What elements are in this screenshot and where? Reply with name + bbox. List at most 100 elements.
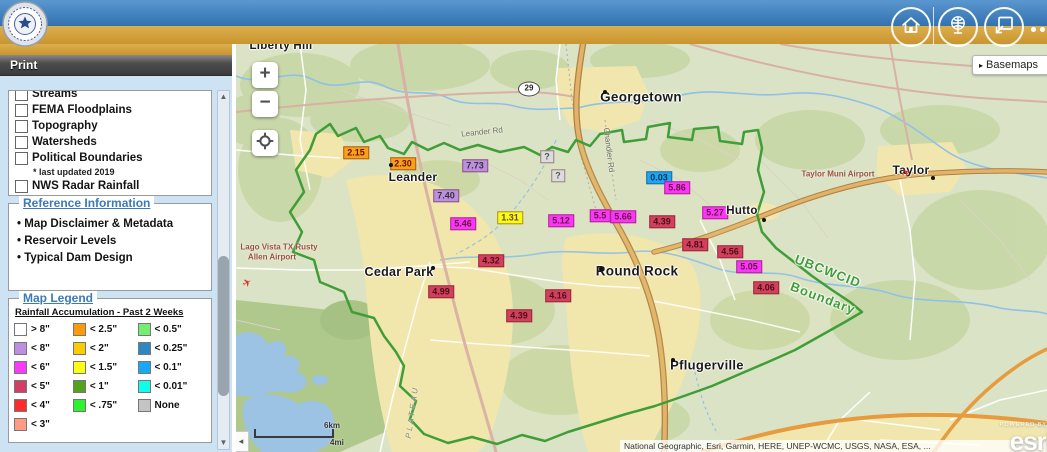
- reference-link[interactable]: Typical Dam Design: [17, 252, 211, 264]
- layer-checkbox[interactable]: [15, 135, 28, 149]
- reference-list: Map Disclaimer & Metadata Reservoir Level…: [17, 218, 211, 264]
- layer-item[interactable]: NWS Radar Rainfall: [15, 179, 211, 193]
- globe-button[interactable]: [938, 7, 978, 47]
- default-extent-button[interactable]: [252, 130, 278, 156]
- city-label: Pflugerville: [670, 357, 744, 373]
- road-label: Chandler Rd: [601, 127, 617, 173]
- esri-brand-label: esri: [1009, 426, 1047, 452]
- rainfall-badge[interactable]: 4.06: [753, 281, 779, 295]
- legend-entry: < 1": [72, 377, 135, 396]
- rainfall-badge[interactable]: 1.31: [497, 211, 523, 225]
- zoom-in-button[interactable]: +: [252, 62, 278, 88]
- reference-link[interactable]: Map Disclaimer & Metadata: [17, 218, 211, 230]
- city-label: Liberty Hill: [249, 44, 313, 52]
- reference-link[interactable]: Reservoir Levels: [17, 235, 211, 247]
- legend-swatch: [14, 361, 27, 374]
- more-dots-icon[interactable]: [1031, 27, 1036, 32]
- rainfall-badge[interactable]: 4.56: [717, 245, 743, 259]
- scale-mi-label: 4mi: [330, 438, 344, 447]
- layer-checkbox[interactable]: [15, 151, 28, 165]
- print-button[interactable]: Print: [0, 55, 232, 76]
- legend-label: None: [154, 400, 180, 411]
- layer-label[interactable]: Streams: [32, 90, 78, 100]
- more-dots-icon[interactable]: [1040, 27, 1045, 32]
- layer-label[interactable]: FEMA Floodplains: [32, 104, 132, 116]
- rainfall-badge[interactable]: 5.05: [736, 260, 762, 274]
- city-label: Leander: [388, 170, 438, 184]
- legend-label: < 0.1": [154, 362, 182, 373]
- sidebar-gold-strip: [0, 44, 232, 55]
- legend-label: < 6": [31, 362, 50, 373]
- city-dot: [389, 163, 393, 167]
- layer-item[interactable]: Political Boundaries: [15, 151, 211, 165]
- basemaps-label: Basemaps: [986, 59, 1038, 71]
- rainfall-badge[interactable]: 5.12: [548, 214, 574, 228]
- layer-checkbox[interactable]: [15, 91, 28, 101]
- rainfall-badge[interactable]: 4.99: [428, 285, 454, 299]
- legend-swatch: [137, 380, 151, 393]
- legend-swatch: [72, 342, 86, 355]
- legend-entry: < 3": [14, 415, 70, 434]
- layer-label[interactable]: Watersheds: [32, 136, 97, 148]
- legend-label: < 2.5": [89, 324, 118, 335]
- layer-item[interactable]: Watersheds: [15, 135, 211, 149]
- layer-label[interactable]: Topography: [32, 120, 98, 132]
- basemaps-button[interactable]: ▸ Basemaps: [972, 55, 1047, 75]
- legend-entry: < .75": [72, 396, 135, 415]
- rainfall-badge[interactable]: 5.46: [450, 217, 476, 231]
- legend-column: < 2.5" < 2" < 1.5" < 1" < .75": [72, 320, 135, 434]
- rainfall-badge[interactable]: 4.39: [506, 309, 532, 323]
- rainfall-badge[interactable]: 4.16: [545, 289, 571, 303]
- rainfall-badge[interactable]: 4.39: [649, 215, 675, 229]
- layer-checkbox[interactable]: [15, 119, 28, 133]
- map-legend-panel: Map Legend Rainfall Accumulation - Past …: [8, 291, 212, 443]
- rainfall-badge[interactable]: 4.32: [478, 254, 504, 268]
- legend-label: < 4": [31, 400, 50, 411]
- layer-item[interactable]: Streams: [15, 90, 211, 101]
- share-window-button[interactable]: [984, 7, 1024, 47]
- layer-item[interactable]: FEMA Floodplains: [15, 103, 211, 117]
- layer-note: * last updated 2019: [33, 167, 115, 177]
- city-label: Georgetown: [600, 89, 682, 105]
- home-button[interactable]: [891, 7, 931, 47]
- map-canvas[interactable]: 2.15 2.30 7.73?? 7.40 0.03 5.86 5.46 1.31 5.12 5.…: [236, 44, 1047, 452]
- layer-label[interactable]: NWS Radar Rainfall: [32, 180, 140, 192]
- esri-logo: POWERED BY esri: [1000, 422, 1047, 452]
- rainfall-badge[interactable]: 5.86: [664, 181, 690, 195]
- basemap-graphics: [236, 44, 1047, 452]
- zoom-out-button[interactable]: −: [252, 91, 278, 117]
- legend-entry: < 8": [14, 339, 70, 358]
- rainfall-badge[interactable]: 2.30: [390, 157, 416, 171]
- scroll-down-arrow[interactable]: ▼: [219, 438, 228, 447]
- airport-label: Allen Airport: [247, 252, 297, 262]
- rainfall-badge[interactable]: 4.81: [682, 238, 708, 252]
- rainfall-badge[interactable]: 7.40: [433, 189, 459, 203]
- header-blue-bar: [0, 0, 1047, 26]
- layer-item[interactable]: Topography: [15, 119, 211, 133]
- map-legend-title-link[interactable]: Map Legend: [19, 291, 98, 305]
- city-label: Taylor: [892, 163, 930, 177]
- layer-checkbox[interactable]: [15, 179, 28, 193]
- legend-label: < 1": [89, 381, 109, 392]
- rainfall-badge[interactable]: 2.15: [343, 146, 369, 160]
- collapse-sidebar-button[interactable]: ◂: [236, 431, 249, 452]
- sidebar-scrollbar-thumb[interactable]: [218, 256, 229, 396]
- layer-label[interactable]: Political Boundaries: [32, 152, 143, 164]
- rainfall-badge[interactable]: 5.5: [589, 209, 611, 223]
- scroll-up-arrow[interactable]: ▲: [219, 92, 228, 101]
- rainfall-badge[interactable]: ?: [551, 169, 565, 183]
- rainfall-badge[interactable]: 5.27: [702, 206, 728, 220]
- legend-entry: < 0.01": [137, 377, 209, 396]
- globe-icon: [946, 13, 970, 42]
- rainfall-badge[interactable]: 5.66: [610, 210, 636, 224]
- rainfall-badge[interactable]: 7.73: [462, 159, 488, 173]
- legend-entry: < 0.5": [137, 320, 209, 339]
- legend-label: < 2": [89, 343, 109, 354]
- legend-label: < .75": [89, 400, 118, 411]
- layer-checkbox[interactable]: [15, 103, 28, 117]
- city-dot: [431, 266, 435, 270]
- reference-title-link[interactable]: Reference Information: [19, 196, 155, 210]
- rainfall-badge[interactable]: ?: [540, 150, 554, 164]
- airport-plane-icon: ✈: [240, 275, 255, 291]
- legend-label: < 3": [31, 419, 50, 430]
